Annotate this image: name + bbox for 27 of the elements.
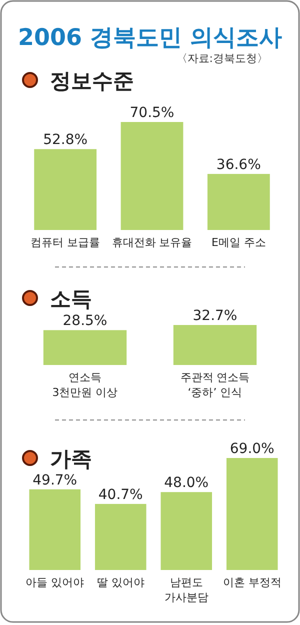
x-tick-label: E메일 주소: [211, 236, 266, 249]
data-label: 32.7%: [192, 308, 238, 324]
x-tick-label: 컴퓨터 보급률: [30, 236, 100, 249]
bar: [29, 489, 81, 570]
data-label: 69.0%: [230, 441, 274, 457]
text: 2006 경북도민 의식조사: [18, 25, 282, 51]
x-tick-label: 주관적 연소득 ‘중하’ 인식: [180, 371, 250, 399]
text: 〈자료:경북도청〉: [176, 52, 268, 65]
data-label: 40.7%: [98, 486, 143, 503]
x-tick-label: 남편도 가사분담: [164, 576, 208, 604]
chart-title: 정보수준: [50, 69, 134, 93]
data-label: 52.8%: [43, 132, 88, 148]
data-label: 28.5%: [62, 313, 108, 330]
data-label: 48.0%: [164, 475, 209, 492]
bar: [160, 492, 212, 570]
x-tick-label: 아들 있어야: [26, 576, 84, 589]
x-tick-label: 이혼 부정적: [222, 576, 282, 589]
x-tick-label: 딸 있어야: [96, 576, 144, 589]
data-label: 49.7%: [32, 472, 78, 488]
chart-title: 가족: [50, 447, 92, 471]
data-label: 70.5%: [130, 105, 174, 121]
bar: [226, 458, 278, 570]
x-tick-label: 휴대전화 보유율: [112, 236, 192, 249]
bar: [94, 504, 146, 570]
x-tick-label: 연소득 3천만원 이상: [52, 371, 118, 399]
data-label: 36.6%: [216, 156, 261, 173]
chart-title: 소득: [50, 287, 92, 311]
